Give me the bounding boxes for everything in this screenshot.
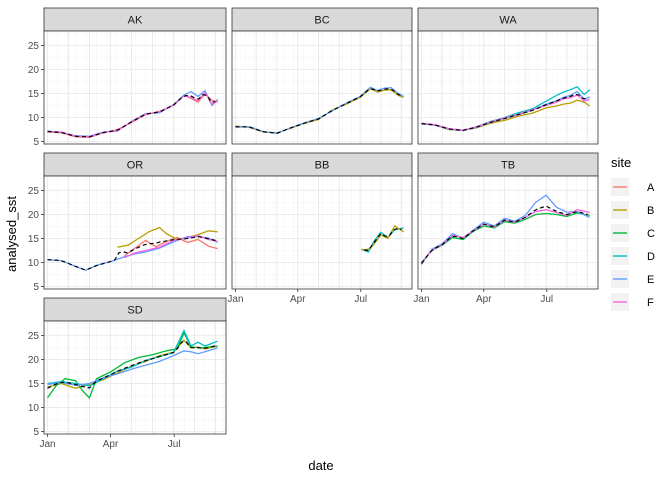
facet-label: TB (501, 160, 515, 172)
major-grid (44, 176, 226, 289)
panel-tb: TB Jan Apr Jul (413, 152, 599, 305)
panel-background (44, 321, 226, 434)
panel-or: OR 5 10 15 20 25 (28, 152, 227, 293)
panels: AK 5 10 15 20 25 BC WA OR 5 10 15 20 25 BB Jan Apr Jul TB J… (28, 7, 599, 450)
major-grid (232, 31, 412, 144)
x-tick-label: Apr (290, 294, 306, 305)
y-tick-label: 10 (28, 113, 40, 124)
legend-item-d: D (611, 247, 655, 265)
major-grid (418, 31, 598, 144)
y-tick-label: 5 (33, 282, 39, 293)
x-tick-label: Jan (227, 294, 243, 305)
legend-label: D (647, 251, 655, 263)
panel-border (231, 175, 413, 290)
y-tick-label: 20 (28, 65, 40, 76)
panel-background (418, 176, 598, 289)
legend-label: B (647, 205, 654, 217)
major-grid (232, 176, 412, 289)
facet-label: BC (314, 15, 329, 27)
y-tick-label: 15 (28, 234, 40, 245)
series-line-or-b (117, 226, 218, 248)
panel-border (417, 30, 599, 145)
legend-label: F (647, 297, 654, 309)
reference-line (235, 88, 402, 134)
y-tick-label: 5 (33, 137, 39, 148)
y-axis-title: analysed_sst (4, 196, 19, 272)
panel-ak: AK 5 10 15 20 25 (28, 7, 227, 148)
panel-border (43, 175, 227, 290)
y-tick-label: 25 (28, 186, 40, 197)
facet-label: OR (127, 160, 144, 172)
panel-background (44, 31, 226, 144)
facet-label: BB (315, 160, 330, 172)
panel-sd: SD 5 10 15 20 25 Jan Apr Jul (28, 297, 227, 450)
legend-title: site (611, 155, 631, 170)
reference-line (47, 236, 216, 271)
y-tick-label: 10 (28, 403, 40, 414)
major-grid (44, 31, 226, 144)
legend-item-c: C (611, 224, 655, 242)
panel-border (417, 175, 599, 290)
series-line-sd-c (46, 331, 218, 400)
y-tick-label: 10 (28, 258, 40, 269)
minor-grid (44, 321, 226, 434)
panel-border (43, 30, 227, 145)
x-tick-label: Jan (413, 294, 429, 305)
reference-line (47, 93, 216, 138)
reference-line (421, 93, 588, 132)
legend-item-f: F (611, 293, 654, 311)
x-tick-label: Jul (540, 294, 553, 305)
legend-item-b: B (611, 201, 654, 219)
series-line-bb-b (361, 225, 405, 251)
y-tick-label: 5 (33, 427, 39, 438)
panel-background (418, 31, 598, 144)
y-tick-label: 15 (28, 89, 40, 100)
x-axis-title: date (308, 458, 333, 473)
x-tick-label: Jul (168, 439, 181, 450)
legend-label: A (647, 182, 655, 194)
legend-label: C (647, 228, 655, 240)
reference-line (421, 205, 588, 264)
y-tick-label: 25 (28, 331, 40, 342)
x-tick-label: Jan (39, 439, 55, 450)
series-line-tb-c (421, 212, 590, 264)
x-tick-label: Apr (103, 439, 119, 450)
legend-item-e: E (611, 270, 654, 288)
panel-border (231, 30, 413, 145)
y-tick-label: 25 (28, 41, 40, 52)
reference-line (47, 340, 216, 389)
facet-label: SD (127, 305, 142, 317)
major-grid (418, 176, 598, 289)
panel-border (43, 320, 227, 435)
panel-wa: WA (417, 7, 599, 145)
y-tick-label: 15 (28, 379, 40, 390)
panel-background (44, 176, 226, 289)
panel-bb: BB Jan Apr Jul (227, 152, 413, 305)
panel-background (232, 31, 412, 144)
panel-bc: BC (231, 7, 413, 145)
y-tick-label: 20 (28, 355, 40, 366)
x-tick-label: Jul (354, 294, 367, 305)
x-tick-label: Apr (476, 294, 492, 305)
reference-line (364, 227, 402, 252)
series-line-tb-e (420, 194, 590, 265)
legend-label: E (647, 274, 654, 286)
facet-label: AK (128, 15, 143, 27)
panel-background (232, 176, 412, 289)
facet-label: WA (499, 15, 517, 27)
legend-item-a: A (611, 178, 655, 196)
y-tick-label: 20 (28, 210, 40, 221)
series-line-sd-e (47, 347, 218, 387)
